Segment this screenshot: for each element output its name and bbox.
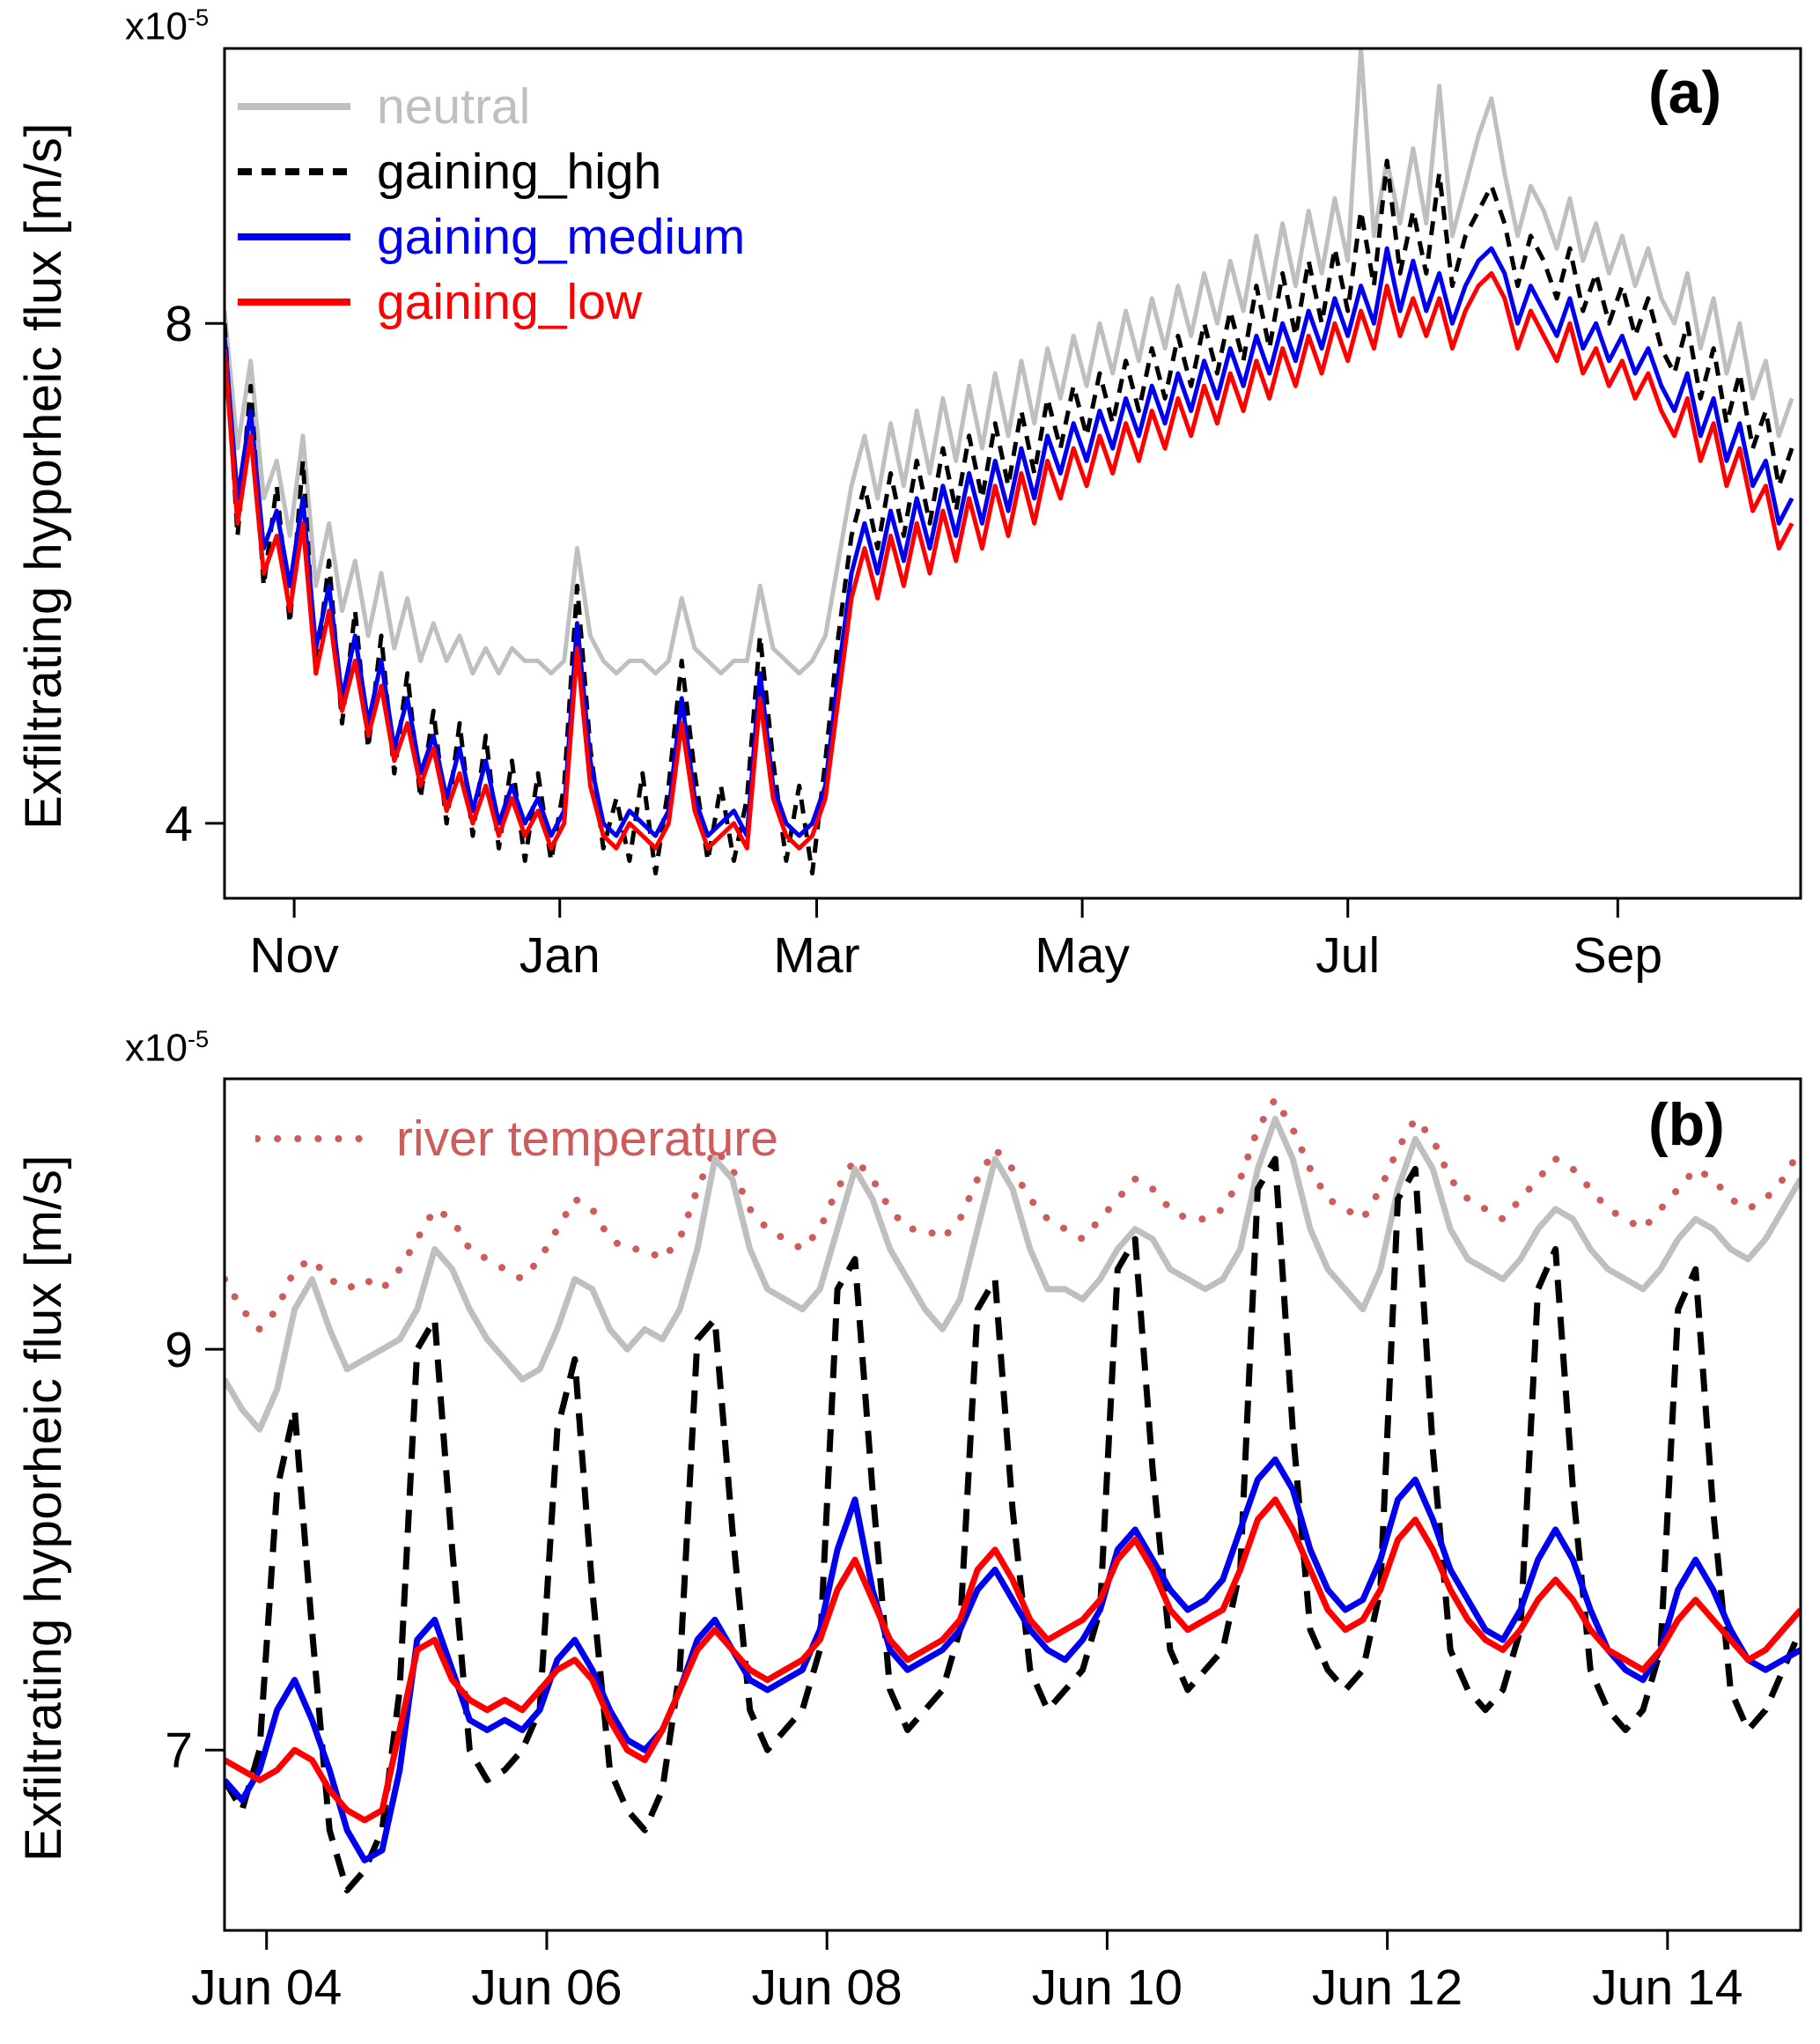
legend-b: river temperature [255, 1106, 778, 1171]
legend-item-gaining_medium: gaining_medium [236, 204, 745, 269]
x-tick-label: Jun 08 [752, 1959, 903, 2016]
legend-label: gaining_low [377, 274, 643, 330]
plot-frame [223, 47, 1802, 900]
legend-item-neutral: neutral [236, 74, 745, 139]
legend-line-sample [255, 1135, 372, 1142]
x-tick-label: Jan [519, 927, 601, 984]
x-tick-label: Mar [773, 927, 859, 984]
x-tick-label: Jul [1315, 927, 1380, 984]
y-axis-scale-power-b: -5 [187, 1025, 210, 1052]
series-neutral-line [225, 1116, 1801, 1433]
y-axis-scale-a: x10-5 [125, 4, 209, 49]
x-tick-label: Jun 10 [1032, 1959, 1183, 2016]
series-gaining_medium-line [225, 1456, 1801, 1863]
y-tick-label: 9 [165, 1322, 193, 1378]
panel-b-tag: (b) [1648, 1091, 1725, 1158]
x-tick-label: Jun 04 [191, 1959, 342, 2016]
plot-frame [223, 1077, 1802, 1932]
y-axis-scale-b: x10-5 [125, 1025, 209, 1071]
y-tick-label: 7 [165, 1723, 193, 1779]
x-tick-label: Nov [249, 927, 339, 984]
y-axis-scale-power-a: -5 [187, 4, 210, 31]
y-tick-label: 8 [165, 296, 193, 352]
x-tick-label: Sep [1573, 927, 1662, 984]
series-gaining_high-line [225, 159, 1794, 876]
y-axis-scale-base-b: x10 [125, 1026, 188, 1070]
series-gaining_high-line [225, 1155, 1801, 1893]
y-tick-label: 4 [165, 796, 193, 852]
legend-label: river temperature [396, 1111, 778, 1167]
legend-item-gaining_low: gaining_low [236, 269, 745, 335]
legend-line-sample [238, 103, 350, 110]
series-gaining_low-line [225, 1496, 1801, 1824]
legend-item-gaining_high: gaining_high [236, 139, 745, 204]
panel-a-chart: Nov Jan Mar May Jul Sep 4 8 [165, 47, 1802, 984]
y-axis-scale-base-a: x10 [125, 4, 188, 48]
legend-label: gaining_high [377, 144, 662, 200]
panel-b-chart: Jun 04 Jun 06 Jun 08 Jun 10 Jun 12 Jun 14 7 9 [165, 1077, 1802, 2016]
y-axis-title-a: Exfiltrating hyporheic flux [m/s] [15, 122, 72, 830]
x-tick-label: May [1035, 927, 1130, 984]
legend-label: neutral [377, 78, 531, 135]
y-axis-title-b: Exfiltrating hyporheic flux [m/s] [15, 1155, 72, 1863]
legend-line-sample [238, 299, 350, 306]
x-tick-label: Jun 12 [1312, 1959, 1463, 2016]
series-river_temperature-line [225, 1095, 1801, 1333]
legend-item-river-temperature: river temperature [255, 1106, 778, 1171]
legend-line-sample [238, 233, 350, 240]
series-gaining_medium-line [225, 246, 1794, 838]
x-tick-label: Jun 06 [471, 1959, 622, 2016]
x-tick-label: Jun 14 [1592, 1959, 1743, 2016]
legend-label: gaining_medium [377, 209, 746, 265]
series-gaining_low-line [225, 270, 1794, 851]
series-neutral-line [225, 48, 1794, 676]
panel-a-tag: (a) [1648, 59, 1722, 126]
legend-line-sample [238, 168, 350, 175]
